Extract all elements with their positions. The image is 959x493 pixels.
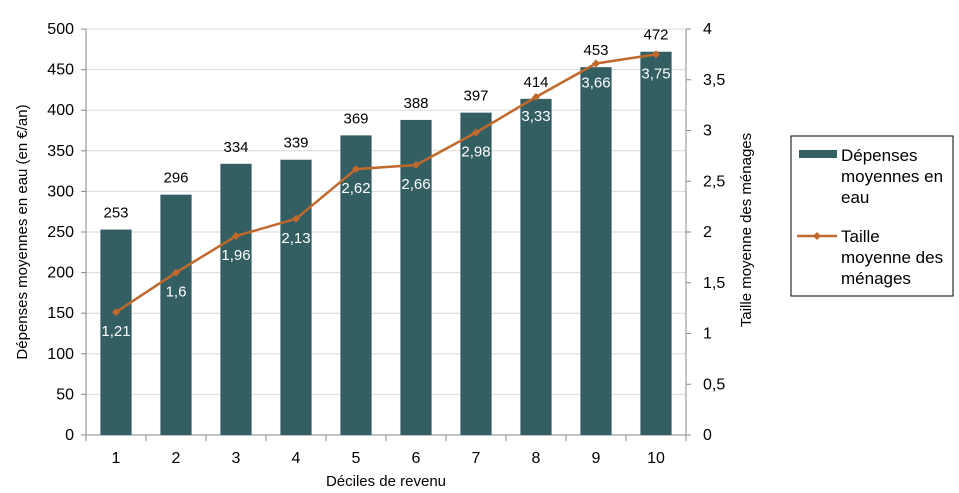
y2-tick-label: 2,5 — [703, 173, 725, 190]
x-tick-label: 9 — [592, 450, 601, 467]
bar-value-label: 296 — [163, 170, 188, 187]
line-value-label: 1,6 — [166, 284, 187, 301]
bar-value-label: 397 — [463, 88, 488, 105]
bar — [160, 194, 192, 435]
y-tick-label: 250 — [47, 224, 74, 241]
x-tick-label: 2 — [172, 450, 181, 467]
bar-value-label: 472 — [643, 27, 668, 44]
line-value-label: 3,75 — [641, 65, 670, 82]
bar — [520, 98, 552, 435]
line-value-label: 1,96 — [221, 247, 250, 264]
y2-tick-label: 0,5 — [703, 376, 725, 393]
line-value-label: 2,98 — [461, 144, 490, 161]
y-tick-label: 350 — [47, 143, 74, 160]
line-point — [232, 232, 240, 241]
x-tick-label: 6 — [412, 450, 421, 467]
line-value-label: 2,62 — [341, 180, 370, 197]
y2-tick-label: 1 — [703, 326, 712, 343]
line-point — [532, 93, 540, 102]
bar-value-label: 253 — [103, 205, 128, 222]
legend-label-bar: eau — [841, 188, 869, 207]
y-tick-label: 50 — [56, 386, 74, 403]
bar-value-label: 388 — [403, 95, 428, 112]
x-tick-label: 1 — [112, 450, 121, 467]
y-tick-label: 200 — [47, 265, 74, 282]
y-tick-label: 500 — [47, 21, 74, 38]
y2-tick-label: 3,5 — [703, 72, 725, 89]
bar — [580, 67, 612, 435]
y2-tick-label: 0 — [703, 427, 712, 444]
y2-tick-label: 2 — [703, 224, 712, 241]
line-value-label: 2,13 — [281, 230, 310, 247]
x-tick-label: 8 — [532, 450, 541, 467]
line-value-label: 1,21 — [101, 323, 130, 340]
legend-label-line: ménages — [841, 269, 911, 288]
line-point — [352, 165, 360, 174]
x-axis-title: Déciles de revenu — [326, 473, 446, 490]
y-axis-title: Dépenses moyennes en eau (en €/an) — [14, 104, 31, 359]
bar — [280, 159, 312, 435]
bar-value-label: 334 — [223, 139, 248, 156]
legend-label-bar: moyennes en — [841, 167, 943, 186]
legend-marker — [813, 232, 821, 240]
y2-axis-title: Taille moyenne des ménages — [738, 133, 755, 327]
y-tick-label: 100 — [47, 346, 74, 363]
y2-tick-label: 1,5 — [703, 275, 725, 292]
y-tick-label: 0 — [65, 427, 74, 444]
x-tick-label: 10 — [647, 450, 665, 467]
bar — [460, 112, 492, 436]
x-tick-label: 5 — [352, 450, 361, 467]
x-tick-label: 3 — [232, 450, 241, 467]
line-point — [412, 161, 420, 170]
bar-value-label: 453 — [583, 42, 608, 59]
y-tick-label: 450 — [47, 62, 74, 79]
line-value-label: 3,33 — [521, 108, 550, 125]
y2-tick-label: 4 — [703, 21, 712, 38]
y-tick-label: 150 — [47, 305, 74, 322]
y-tick-label: 300 — [47, 183, 74, 200]
bar — [100, 229, 132, 435]
bar-value-label: 369 — [343, 110, 368, 127]
bar — [220, 163, 252, 436]
legend-swatch-bar — [799, 150, 837, 158]
bar — [340, 135, 372, 435]
x-tick-label: 4 — [292, 450, 301, 467]
legend-label-line: moyenne des — [841, 248, 943, 267]
legend-label-bar: Dépenses — [841, 146, 918, 165]
y2-tick-label: 3 — [703, 123, 712, 140]
bar-value-label: 414 — [523, 74, 548, 91]
line-point — [292, 214, 300, 223]
line-series — [115, 53, 657, 314]
x-tick-label: 7 — [472, 450, 481, 467]
legend-label-line: Taille — [841, 227, 880, 246]
line-point — [592, 59, 600, 68]
bar — [640, 51, 672, 436]
legend: Dépenses moyennes en eau Taille moyenne des m… — [790, 135, 954, 297]
line-point — [652, 50, 660, 59]
line-point — [172, 268, 180, 277]
bar-value-label: 339 — [283, 135, 308, 152]
line-value-label: 2,66 — [401, 176, 430, 193]
line-value-label: 3,66 — [581, 75, 610, 92]
y-tick-label: 400 — [47, 102, 74, 119]
line-point — [112, 308, 120, 317]
bar — [400, 119, 432, 435]
line-point — [472, 128, 480, 137]
legend-box — [790, 135, 954, 297]
